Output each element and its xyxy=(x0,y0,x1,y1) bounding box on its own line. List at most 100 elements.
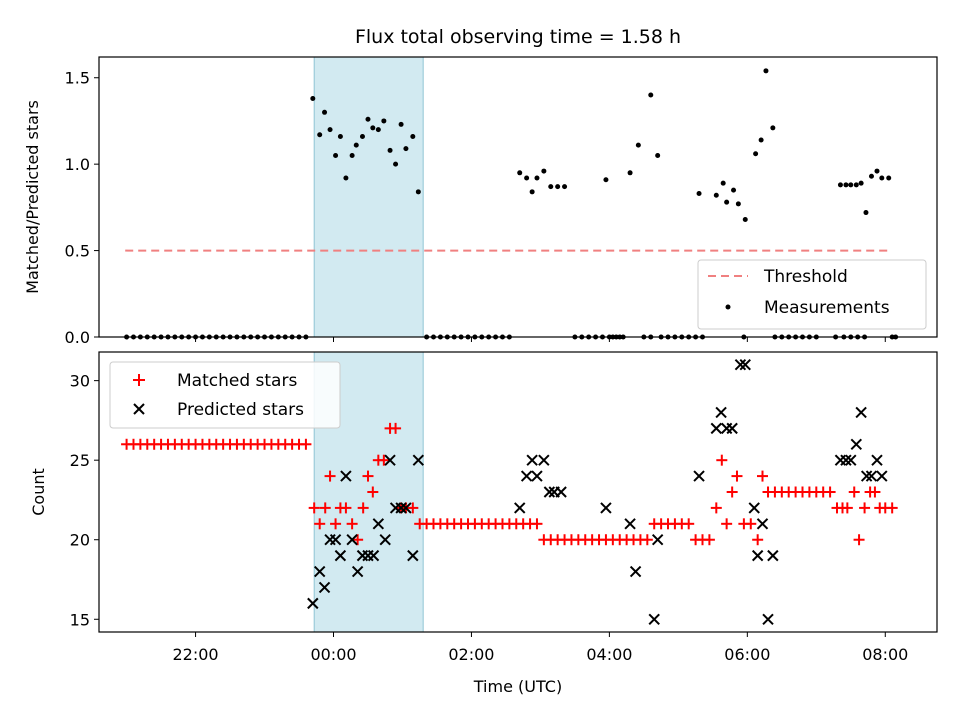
matched-star-point xyxy=(300,438,312,450)
predicted-star-point xyxy=(850,438,863,450)
x-axis-label: Time (UTC) xyxy=(473,677,562,696)
top-x-axis-ticks xyxy=(195,337,886,342)
bottom-legend-box xyxy=(109,361,341,429)
measurement-point xyxy=(731,187,737,193)
measurement-point xyxy=(635,142,641,148)
top-y-axis-ticks: 0.0 0.5 1.0 1.5 xyxy=(65,69,99,347)
y-tick-label: 30 xyxy=(70,372,90,391)
measurement-point xyxy=(349,153,355,159)
x-tick-label: 08:00 xyxy=(862,645,908,664)
matched-star-point xyxy=(752,534,764,546)
chart-title: Flux total observing time = 1.58 h xyxy=(355,26,681,48)
measurement-point xyxy=(524,175,530,181)
matched-star-point xyxy=(824,486,836,498)
measurement-point xyxy=(387,147,393,153)
matched-star-point xyxy=(869,486,881,498)
bottom-y-axis-ticks: 15 20 25 30 xyxy=(70,372,99,629)
top-panel: 0.0 0.5 1.0 1.5 Flux total observing time =… xyxy=(23,26,938,347)
predicted-star-point xyxy=(526,454,538,466)
predicted-star-point xyxy=(307,597,319,610)
measurement-point xyxy=(359,134,365,140)
predicted-star-point xyxy=(762,613,774,625)
predicted-star-point xyxy=(407,549,419,562)
top-legend: Threshold Measurements xyxy=(697,259,927,330)
measurement-point xyxy=(848,182,854,188)
predicted-star-point xyxy=(334,549,347,562)
predicted-star-point xyxy=(555,486,567,498)
measurement-point xyxy=(534,175,540,181)
predicted-star-point xyxy=(629,565,642,578)
predicted-star-point xyxy=(834,454,847,466)
measurement-point xyxy=(720,180,726,186)
predicted-star-point xyxy=(372,518,385,530)
matched-star-point xyxy=(703,534,715,546)
matched-star-point xyxy=(859,502,871,514)
measurement-point xyxy=(548,184,554,190)
bottom-y-axis-label: Count xyxy=(29,468,48,516)
predicted-star-point xyxy=(329,534,342,546)
matched-star-point xyxy=(726,486,738,498)
y-tick-label: 0.0 xyxy=(65,328,90,347)
matched-star-point xyxy=(848,486,860,498)
measurement-point xyxy=(837,182,843,188)
measurement-point xyxy=(317,132,323,138)
legend-measurements-swatch xyxy=(725,304,731,310)
measurement-point xyxy=(742,216,748,222)
measurement-point xyxy=(398,121,404,127)
measurement-point xyxy=(863,210,869,216)
top-panel-frame xyxy=(98,56,938,338)
legend-matched-label: Matched stars xyxy=(177,371,297,391)
measurement-point xyxy=(735,201,741,207)
predicted-star-point xyxy=(720,422,733,435)
predicted-star-point xyxy=(395,502,407,514)
x-tick-label: 04:00 xyxy=(586,645,632,664)
predicted-star-point xyxy=(314,565,326,578)
legend-measurements-label: Measurements xyxy=(764,298,890,318)
measurement-point xyxy=(868,173,874,179)
predicted-star-point xyxy=(710,422,722,435)
measurement-point xyxy=(713,192,719,198)
top-y-axis-label: Matched/Predicted stars xyxy=(23,100,42,294)
predicted-star-point xyxy=(767,549,779,562)
predicted-star-point xyxy=(384,454,396,466)
measurement-point xyxy=(337,134,343,140)
bottom-matched-points xyxy=(121,422,898,546)
predicted-star-point xyxy=(845,454,857,466)
measurement-point xyxy=(403,146,409,152)
matched-star-point xyxy=(841,502,853,514)
measurement-point xyxy=(393,161,399,167)
top-legend-box xyxy=(697,259,927,330)
measurement-point xyxy=(763,68,769,74)
matched-star-point xyxy=(683,518,695,530)
legend-predicted-swatch xyxy=(133,403,145,415)
measurement-point xyxy=(648,92,654,98)
matched-star-point xyxy=(340,502,352,514)
measurement-point xyxy=(843,182,849,188)
measurement-point xyxy=(770,125,776,131)
predicted-star-point xyxy=(756,518,769,530)
predicted-star-point xyxy=(520,470,533,482)
measurement-point xyxy=(627,170,633,176)
measurement-point xyxy=(724,199,730,205)
matched-star-point xyxy=(324,470,336,482)
predicted-star-point xyxy=(531,470,543,482)
legend-threshold-label: Threshold xyxy=(763,267,848,287)
measurement-point xyxy=(517,170,523,176)
legend-matched-swatch xyxy=(133,374,145,386)
x-tick-label: 02:00 xyxy=(448,645,494,664)
measurement-point xyxy=(327,127,333,133)
matched-star-point xyxy=(531,518,543,530)
measurement-point xyxy=(541,168,547,174)
measurement-point xyxy=(858,180,864,186)
predicted-star-point xyxy=(514,502,526,514)
predicted-star-point xyxy=(840,454,852,466)
measurement-point xyxy=(562,184,568,190)
matched-star-point xyxy=(378,454,390,466)
y-tick-label: 25 xyxy=(70,451,90,470)
x-tick-label: 00:00 xyxy=(310,645,356,664)
predicted-star-point xyxy=(876,470,888,482)
matched-star-point xyxy=(346,518,358,530)
measurement-point xyxy=(655,153,661,159)
measurement-point xyxy=(353,142,359,148)
